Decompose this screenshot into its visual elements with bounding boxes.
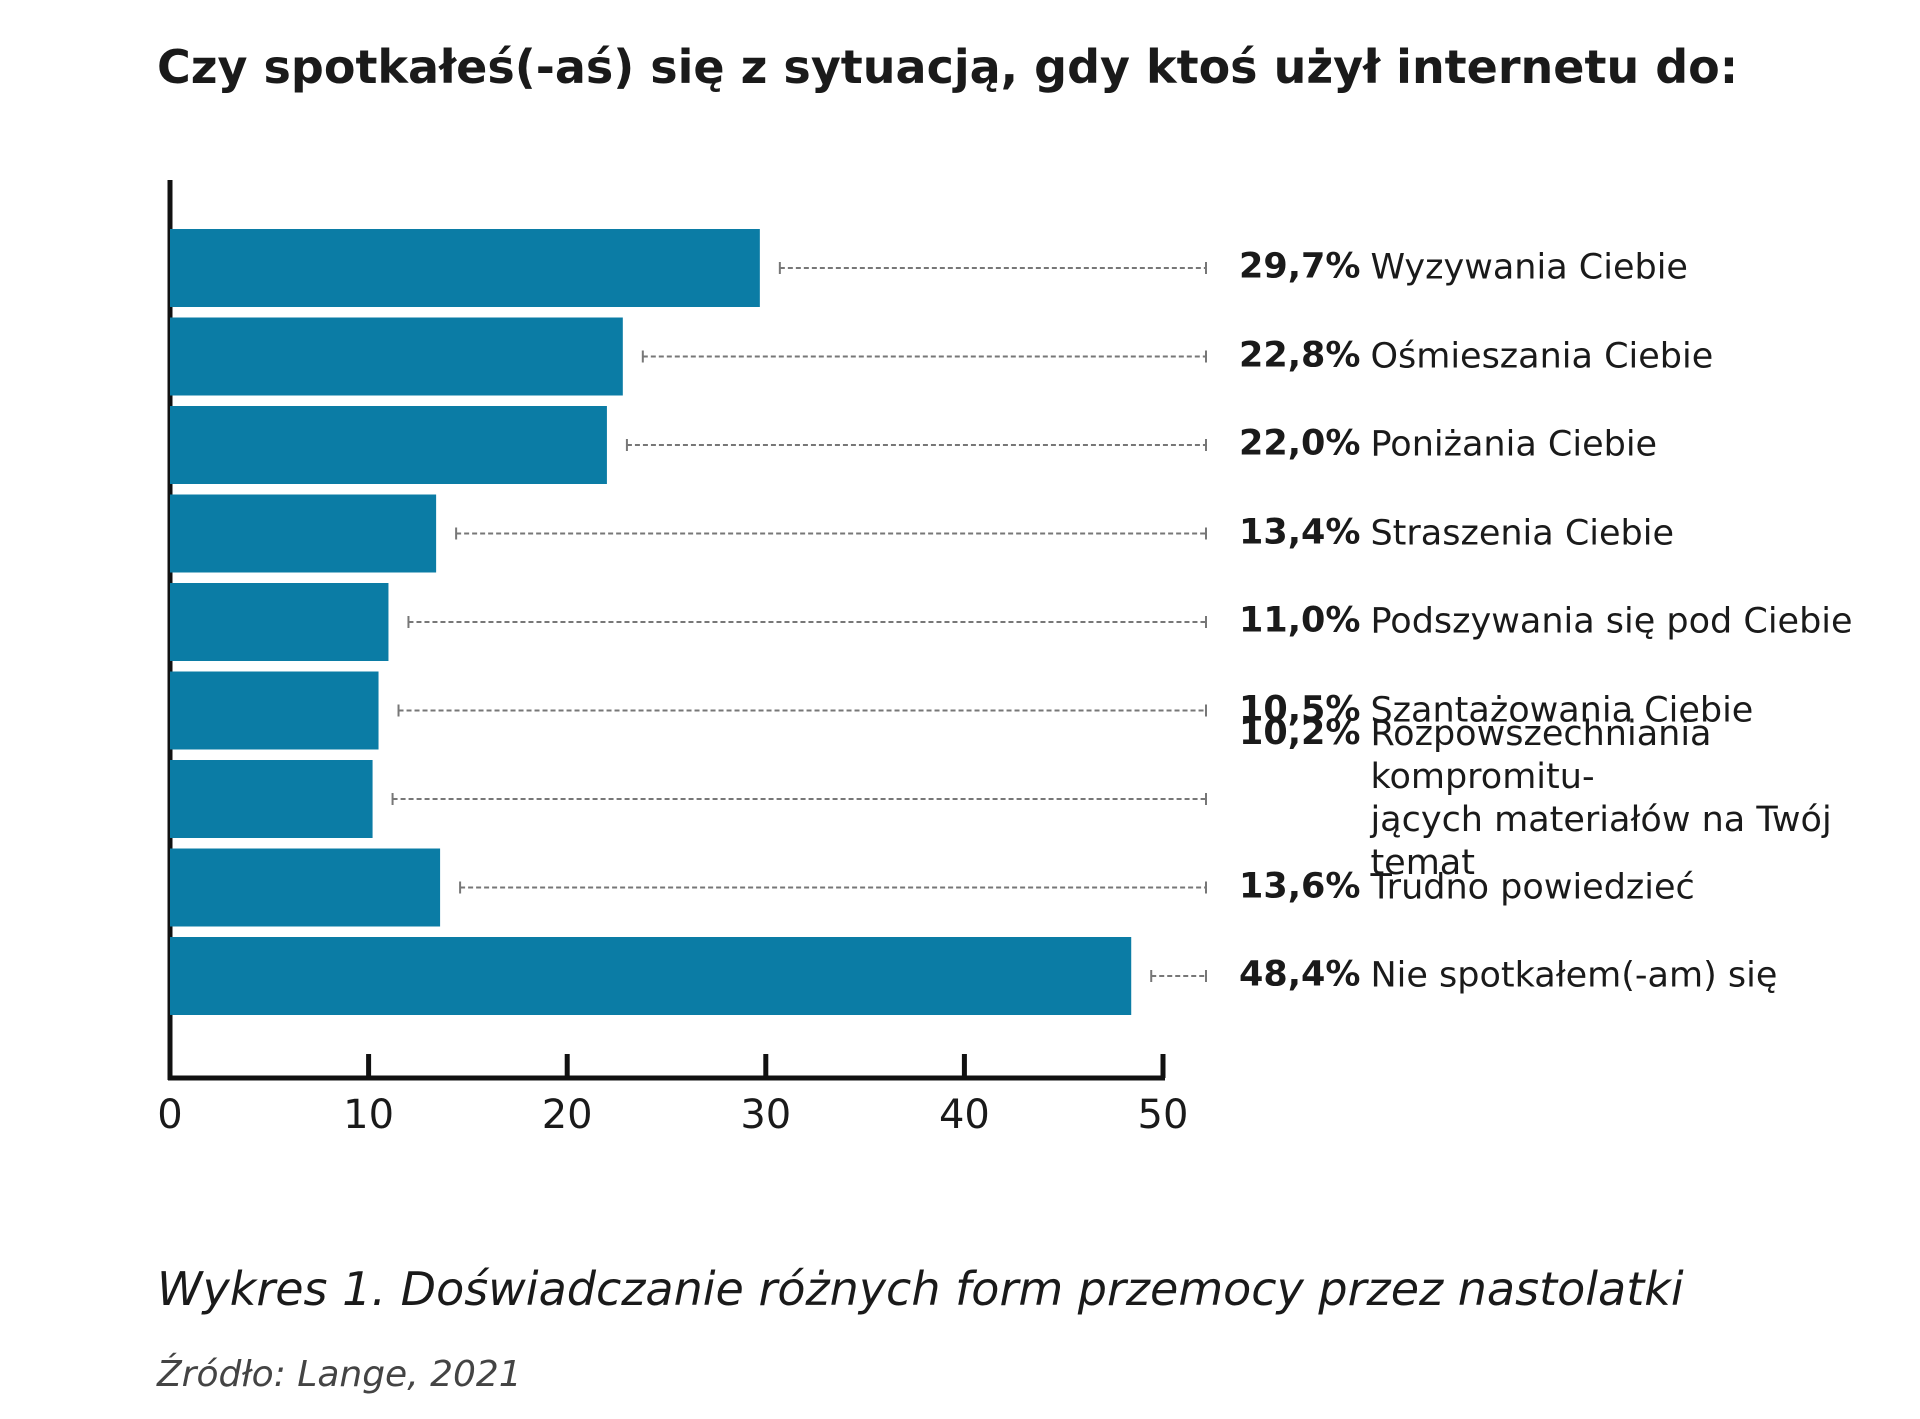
bar-label: 10,2% Rozpowszechniania kompromitu- jącyc…: [1239, 713, 1920, 885]
category-label: Straszenia Ciebie: [1370, 513, 1675, 553]
x-tick-label: 40: [939, 1092, 990, 1138]
category-label: Trudno powiedzieć: [1370, 867, 1695, 907]
bar-label: 22,0% Poniżania Ciebie: [1239, 424, 1657, 467]
category-label: Szantażowania Ciebie: [1370, 690, 1754, 730]
bar: [170, 937, 1132, 1015]
value-label: 22,0%: [1239, 423, 1361, 464]
value-label: 13,6%: [1239, 866, 1361, 906]
bar-label: 13,6% Trudno powiedzieć: [1239, 866, 1695, 909]
value-label: 11,0%: [1239, 600, 1361, 641]
source: Źródło: Lange, 2021: [157, 1354, 522, 1395]
bar-label: 10,5% Szantażowania Ciebie: [1239, 689, 1753, 732]
x-tick-label: 30: [740, 1092, 791, 1138]
category-label: Nie spotkałem(-am) się: [1370, 955, 1778, 996]
bar-label: 29,7% Wyzywania Ciebie: [1239, 247, 1688, 290]
value-label: 10,2%: [1239, 713, 1361, 753]
bar-label: 13,4% Straszenia Ciebie: [1239, 512, 1674, 555]
x-tick-label: 0: [157, 1092, 182, 1138]
bar: [170, 760, 373, 838]
value-label: 48,4%: [1239, 954, 1361, 995]
category-label: Rozpowszechniania kompromitu- jących mat…: [1370, 714, 1832, 883]
value-label: 13,4%: [1239, 512, 1361, 552]
bar: [170, 671, 379, 750]
bar: [170, 494, 437, 573]
value-label: 10,5%: [1239, 689, 1361, 729]
chart-title: Czy spotkałeś(-aś) się z sytuacją, gdy k…: [157, 40, 1739, 94]
bar-label: 48,4% Nie spotkałem(-am) się: [1239, 955, 1777, 998]
x-tick-label: 20: [542, 1092, 593, 1138]
category-label: Poniżania Ciebie: [1370, 424, 1658, 465]
bar: [170, 229, 760, 307]
category-label: Podszywania się pod Ciebie: [1370, 601, 1853, 642]
category-label: Wyzywania Ciebie: [1370, 247, 1688, 288]
x-tick-label: 50: [1138, 1092, 1189, 1138]
category-label: Ośmieszania Ciebie: [1370, 336, 1714, 376]
bar: [170, 583, 389, 661]
value-label: 22,8%: [1239, 335, 1361, 375]
x-tick-label: 10: [343, 1092, 394, 1138]
value-label: 29,7%: [1239, 246, 1361, 287]
bar-label: 11,0% Podszywania się pod Ciebie: [1239, 601, 1853, 644]
bar: [170, 848, 441, 927]
bar: [170, 406, 607, 484]
caption: Wykres 1. Doświadczanie różnych form prz…: [157, 1262, 1684, 1316]
bar-label: 22,8% Ośmieszania Ciebie: [1239, 335, 1713, 378]
bar: [170, 317, 623, 396]
